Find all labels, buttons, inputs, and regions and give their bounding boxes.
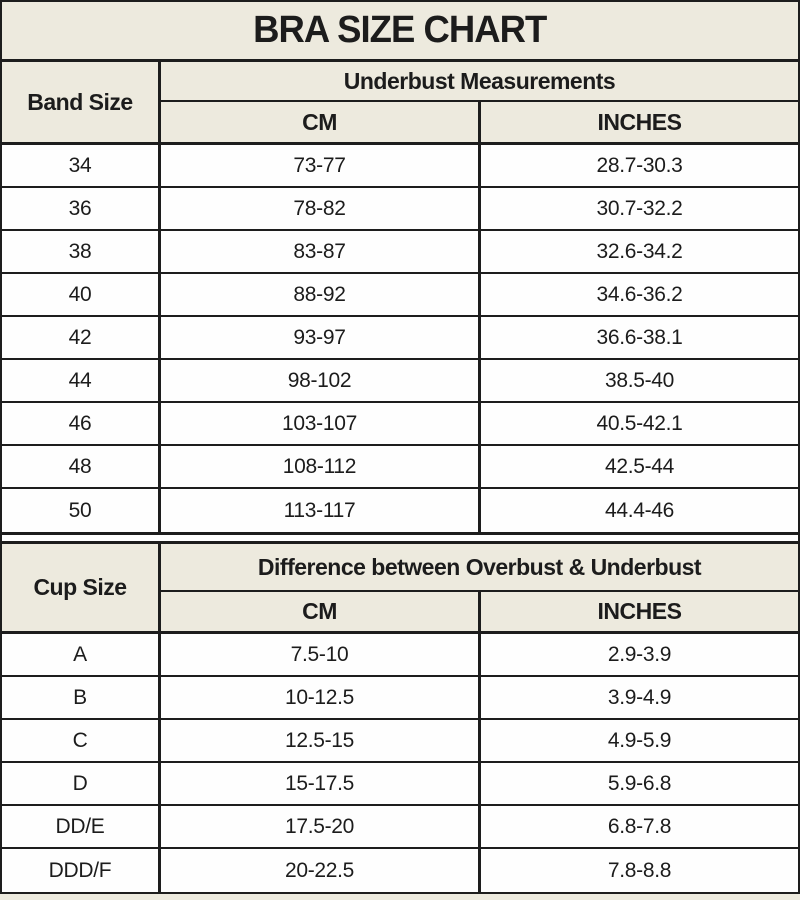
row-label-cell: 48	[2, 446, 161, 489]
cup-size-corner-header: Cup Size	[2, 544, 161, 634]
inches-value-cell: 2.9-3.9	[481, 634, 798, 677]
cm-value-cell: 103-107	[161, 403, 481, 446]
row-label-cell: DD/E	[2, 806, 161, 849]
cm-value-cell: 98-102	[161, 360, 481, 403]
inches-value-cell: 40.5-42.1	[481, 403, 798, 446]
cm-value-cell: 83-87	[161, 231, 481, 274]
column-header-inches: INCHES	[481, 102, 798, 145]
cm-value-cell: 20-22.5	[161, 849, 481, 892]
title-bar: BRA SIZE CHART	[2, 2, 798, 62]
inches-value-cell: 34.6-36.2	[481, 274, 798, 317]
row-label-cell: 36	[2, 188, 161, 231]
cm-value-cell: 10-12.5	[161, 677, 481, 720]
cm-value-cell: 78-82	[161, 188, 481, 231]
difference-group-header: Difference between Overbust & Underbust	[161, 544, 798, 592]
inches-value-cell: 30.7-32.2	[481, 188, 798, 231]
cm-value-cell: 113-117	[161, 489, 481, 532]
row-label-cell: 42	[2, 317, 161, 360]
row-label-cell: B	[2, 677, 161, 720]
row-label-cell: 44	[2, 360, 161, 403]
band-size-corner-header: Band Size	[2, 62, 161, 145]
inches-value-cell: 7.8-8.8	[481, 849, 798, 892]
page-title: BRA SIZE CHART	[253, 9, 547, 51]
inches-value-cell: 42.5-44	[481, 446, 798, 489]
cm-value-cell: 93-97	[161, 317, 481, 360]
cm-value-cell: 15-17.5	[161, 763, 481, 806]
inches-value-cell: 4.9-5.9	[481, 720, 798, 763]
inches-value-cell: 38.5-40	[481, 360, 798, 403]
row-label-cell: 40	[2, 274, 161, 317]
row-label-cell: DDD/F	[2, 849, 161, 892]
cm-value-cell: 12.5-15	[161, 720, 481, 763]
table-divider-gap	[2, 535, 798, 541]
column-header-cm: CM	[161, 102, 481, 145]
row-label-cell: 38	[2, 231, 161, 274]
inches-value-cell: 5.9-6.8	[481, 763, 798, 806]
inches-value-cell: 32.6-34.2	[481, 231, 798, 274]
cm-value-cell: 73-77	[161, 145, 481, 188]
cm-value-cell: 88-92	[161, 274, 481, 317]
column-header-inches: INCHES	[481, 592, 798, 634]
cup-size-table: Cup Size Difference between Overbust & U…	[2, 541, 798, 892]
row-label-cell: C	[2, 720, 161, 763]
row-label-cell: 46	[2, 403, 161, 446]
row-label-cell: D	[2, 763, 161, 806]
column-header-cm: CM	[161, 592, 481, 634]
row-label-cell: A	[2, 634, 161, 677]
inches-value-cell: 28.7-30.3	[481, 145, 798, 188]
row-label-cell: 50	[2, 489, 161, 532]
underbust-group-header: Underbust Measurements	[161, 62, 798, 102]
inches-value-cell: 36.6-38.1	[481, 317, 798, 360]
cm-value-cell: 17.5-20	[161, 806, 481, 849]
inches-value-cell: 44.4-46	[481, 489, 798, 532]
band-size-table: Band Size Underbust Measurements CM INCH…	[2, 62, 798, 535]
row-label-cell: 34	[2, 145, 161, 188]
inches-value-cell: 6.8-7.8	[481, 806, 798, 849]
inches-value-cell: 3.9-4.9	[481, 677, 798, 720]
cm-value-cell: 7.5-10	[161, 634, 481, 677]
cm-value-cell: 108-112	[161, 446, 481, 489]
